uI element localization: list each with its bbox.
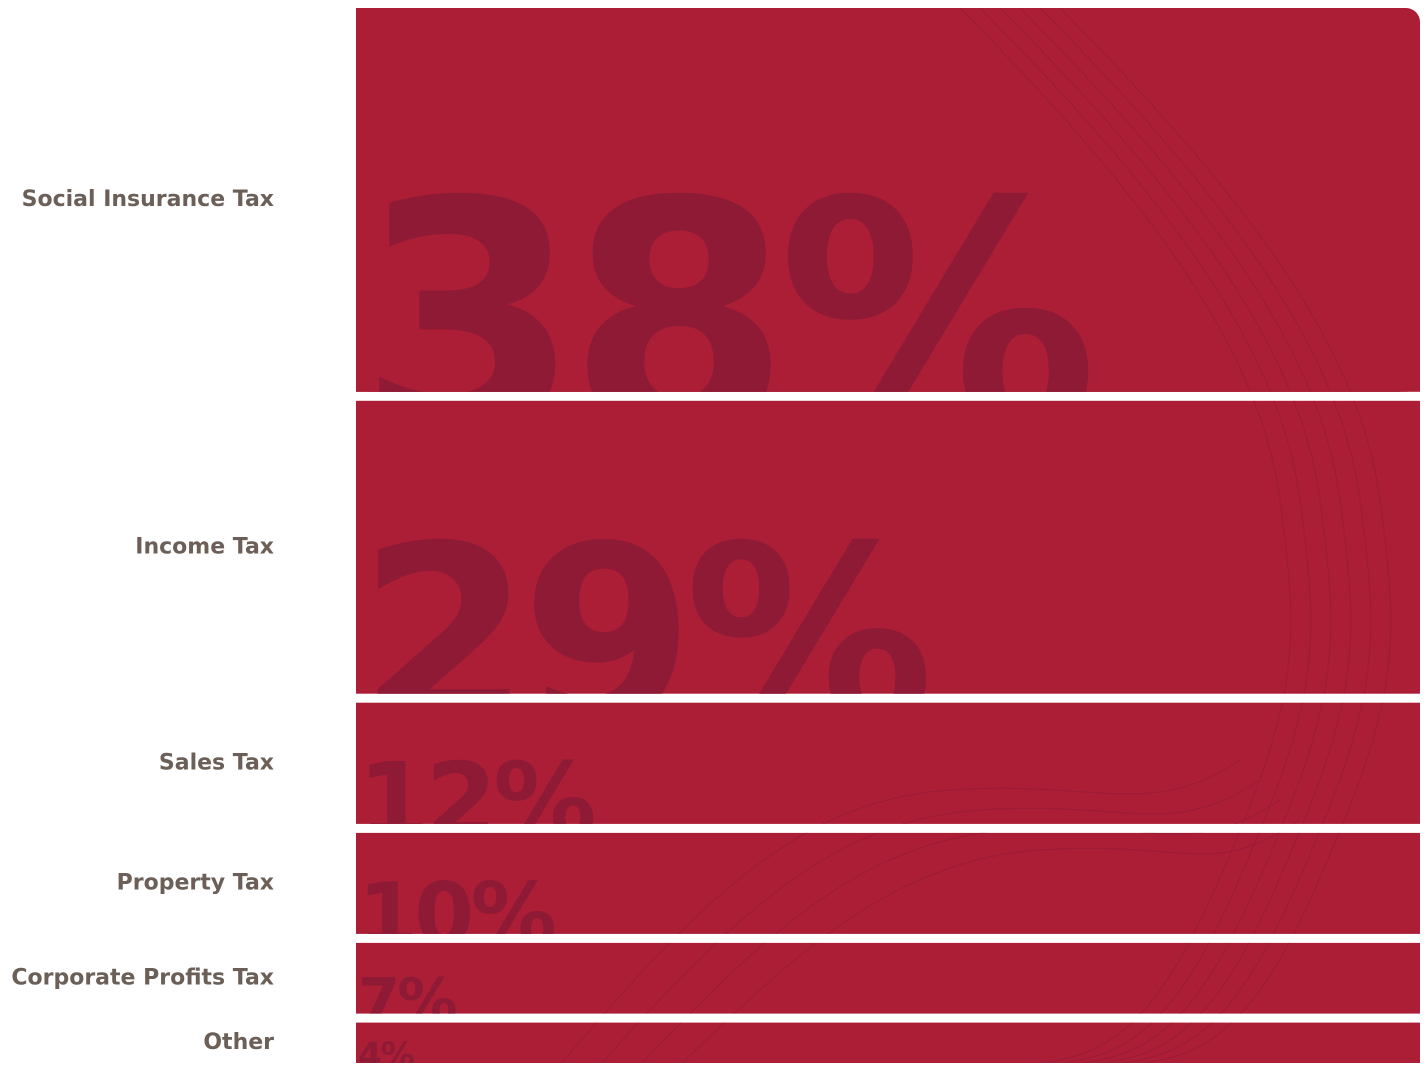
band — [356, 1022, 1420, 1063]
band — [356, 832, 1420, 934]
category-label: Corporate Profits Tax — [11, 965, 274, 990]
band — [356, 400, 1420, 694]
value-label: 29% — [358, 493, 927, 783]
band — [356, 702, 1420, 824]
value-label: 38% — [358, 134, 1093, 506]
value-label: 4% — [358, 1036, 415, 1065]
category-label: Property Tax — [117, 870, 274, 895]
value-label: 12% — [358, 741, 593, 861]
value-label: 10% — [358, 865, 555, 965]
band — [356, 942, 1420, 1014]
value-label: 7% — [358, 966, 456, 1036]
category-label: Sales Tax — [159, 750, 274, 775]
category-label: Social Insurance Tax — [22, 187, 274, 212]
category-label: Other — [203, 1030, 274, 1055]
category-label: Income Tax — [135, 534, 274, 559]
